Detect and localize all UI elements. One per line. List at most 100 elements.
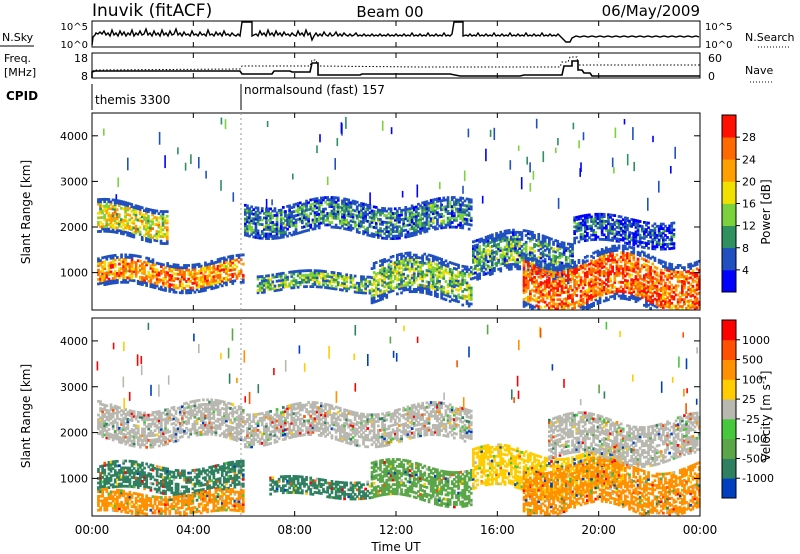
- data-cell: [296, 285, 300, 289]
- data-cell: [488, 254, 492, 258]
- data-cell: [529, 251, 532, 254]
- data-cell: [640, 293, 644, 297]
- data-cell: [522, 282, 526, 285]
- data-cell: [550, 260, 553, 264]
- data-cell: [317, 215, 321, 218]
- data-cell: [541, 288, 545, 292]
- data-cell: [97, 198, 100, 201]
- data-cell: [505, 243, 509, 246]
- data-cell: [398, 218, 401, 222]
- data-cell: [425, 220, 429, 224]
- data-cell: [457, 295, 460, 299]
- data-cell: [518, 260, 522, 264]
- colorbar-swatch: [722, 181, 736, 204]
- data-cell: [284, 273, 287, 277]
- data-cell: [621, 256, 625, 259]
- data-cell: [374, 226, 378, 230]
- data-cell: [649, 279, 652, 283]
- data-cell: [400, 291, 403, 295]
- data-cell: [457, 214, 460, 218]
- data-cell: [421, 291, 424, 294]
- data-cell: [505, 259, 509, 262]
- data-cell: [453, 285, 456, 289]
- data-cell: [370, 214, 374, 217]
- data-cell: [99, 202, 102, 206]
- data-cell: [583, 294, 587, 298]
- data-cell: [614, 127, 617, 138]
- data-cell: [341, 215, 344, 219]
- data-cell: [512, 258, 515, 262]
- data-cell: [533, 280, 536, 284]
- data-cell: [543, 244, 547, 248]
- data-cell: [586, 259, 589, 263]
- data-cell: [130, 216, 134, 220]
- data-cell: [556, 307, 560, 311]
- data-cell: [634, 266, 638, 269]
- data-cell: [436, 276, 439, 280]
- data-cell: [567, 267, 570, 271]
- data-cell: [406, 219, 410, 222]
- data-cell: [598, 283, 602, 286]
- data-cell: [248, 218, 251, 222]
- data-cell: [218, 262, 222, 265]
- data-cell: [99, 279, 102, 283]
- data-cell: [159, 216, 163, 220]
- data-cell: [533, 298, 536, 302]
- data-cell: [450, 273, 454, 277]
- data-cell: [427, 287, 431, 291]
- data-cell: [491, 240, 494, 244]
- data-cell: [478, 272, 481, 276]
- data-cell: [256, 211, 260, 215]
- data-cell: [294, 214, 298, 217]
- data-cell: [444, 268, 448, 272]
- data-cell: [136, 227, 140, 231]
- data-cell: [183, 277, 186, 281]
- site-title: Inuvik (fitACF): [92, 1, 212, 21]
- data-cell: [440, 257, 443, 261]
- data-cell: [617, 244, 621, 248]
- data-cell: [290, 219, 294, 223]
- data-cell: [613, 249, 617, 252]
- data-cell: [309, 285, 313, 288]
- freq-trace: [91, 60, 700, 78]
- colorbar-tick-label: 12: [742, 220, 756, 233]
- data-cell: [109, 225, 113, 229]
- data-cell: [602, 265, 606, 269]
- data-cell: [564, 274, 568, 278]
- data-cell: [374, 206, 378, 209]
- data-cell: [101, 279, 104, 282]
- data-cell: [621, 287, 625, 291]
- data-cell: [126, 280, 130, 284]
- data-cell: [317, 219, 321, 223]
- data-cell: [101, 270, 104, 273]
- data-cell: [168, 264, 172, 268]
- data-cell: [393, 277, 397, 280]
- data-cell: [664, 247, 667, 251]
- data-cell: [507, 258, 511, 262]
- data-cell: [459, 212, 462, 216]
- data-cell: [619, 271, 623, 275]
- data-cell: [389, 260, 393, 264]
- data-cell: [128, 267, 132, 271]
- data-cell: [216, 269, 220, 273]
- data-cell: [607, 277, 610, 281]
- data-cell: [398, 266, 401, 270]
- data-cell: [128, 253, 132, 257]
- data-cell: [195, 288, 199, 292]
- data-cell: [147, 214, 150, 218]
- data-cell: [659, 296, 663, 299]
- data-cell: [288, 209, 291, 212]
- data-cell: [497, 238, 500, 242]
- data-cell: [507, 245, 511, 248]
- data-cell: [643, 278, 646, 282]
- data-cell: [408, 214, 412, 217]
- data-cell: [303, 278, 306, 282]
- data-cell: [141, 278, 144, 282]
- data-cell: [273, 289, 277, 293]
- data-cell: [162, 281, 165, 285]
- data-cell: [402, 222, 405, 226]
- data-cell: [594, 262, 598, 265]
- data-cell: [143, 218, 146, 222]
- data-cell: [575, 271, 579, 275]
- data-cell: [260, 275, 264, 278]
